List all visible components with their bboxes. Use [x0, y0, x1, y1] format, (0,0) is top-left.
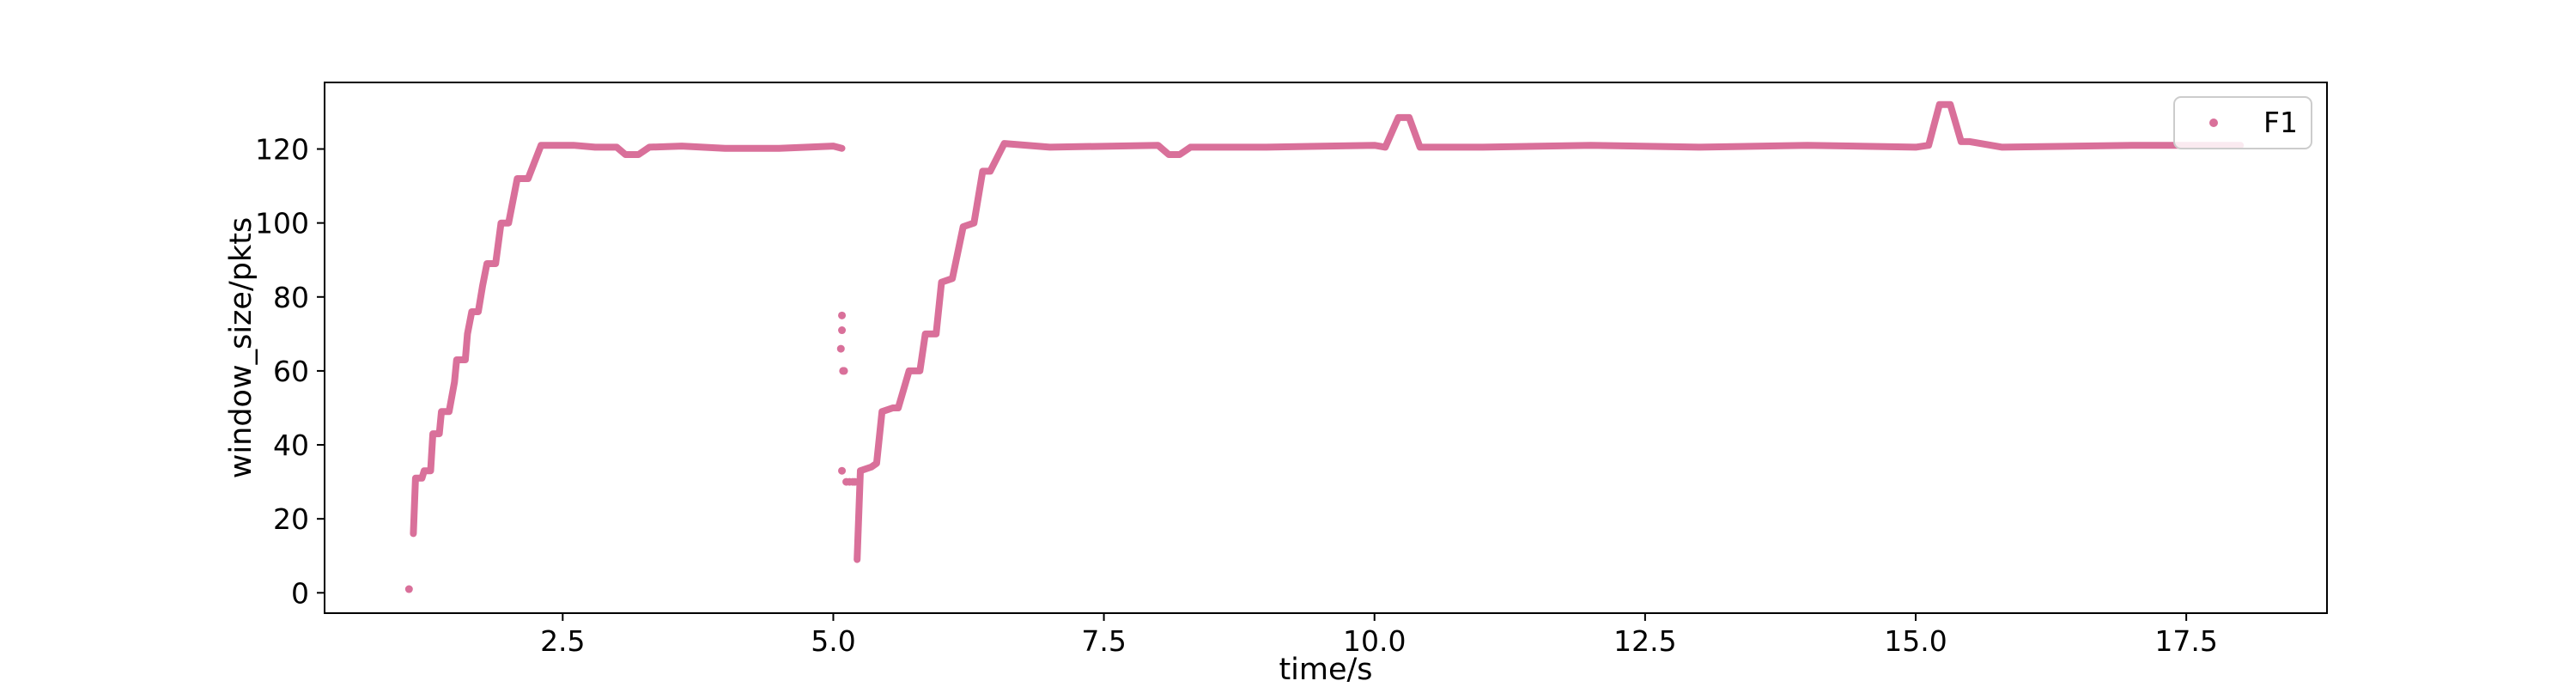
legend-box: [2173, 96, 2312, 149]
y-axis: 0 20 40 60 80 100 120: [255, 133, 325, 610]
x-axis: 2.5 5.0 7.5 10.0 12.5 15.0 17.5: [540, 613, 2218, 658]
y-tick-label: 80: [273, 281, 309, 314]
data-point: [836, 344, 845, 353]
data-point: [838, 466, 847, 475]
y-tick-label: 0: [291, 576, 309, 610]
x-tick-label: 12.5: [1613, 624, 1676, 658]
legend-label-f1: F1: [2263, 106, 2298, 139]
series-f1-marks: [404, 100, 2245, 593]
y-tick-label: 120: [255, 133, 309, 167]
x-tick-label: 17.5: [2154, 624, 2217, 658]
x-axis-label: time/s: [1279, 653, 1372, 687]
data-point: [851, 477, 860, 486]
x-tick-label: 7.5: [1081, 624, 1126, 658]
x-tick-label: 5.0: [811, 624, 855, 658]
x-tick-label: 2.5: [540, 624, 585, 658]
data-point: [840, 367, 848, 375]
data-point: [838, 326, 847, 335]
y-tick-label: 40: [273, 429, 309, 462]
series-line: [410, 142, 846, 538]
legend-marker-f1: [2209, 119, 2218, 127]
x-tick-label: 15.0: [1884, 624, 1947, 658]
y-axis-label: window_size/pkts: [224, 217, 258, 478]
legend: F1: [2173, 96, 2312, 149]
y-tick-label: 60: [273, 355, 309, 388]
plot-frame: [324, 82, 2328, 614]
y-tick-label: 20: [273, 502, 309, 536]
data-point: [838, 311, 847, 319]
x-tick-label: 10.0: [1343, 624, 1406, 658]
data-point: [404, 585, 413, 593]
y-tick-label: 100: [255, 207, 309, 240]
series-line: [854, 100, 2245, 563]
